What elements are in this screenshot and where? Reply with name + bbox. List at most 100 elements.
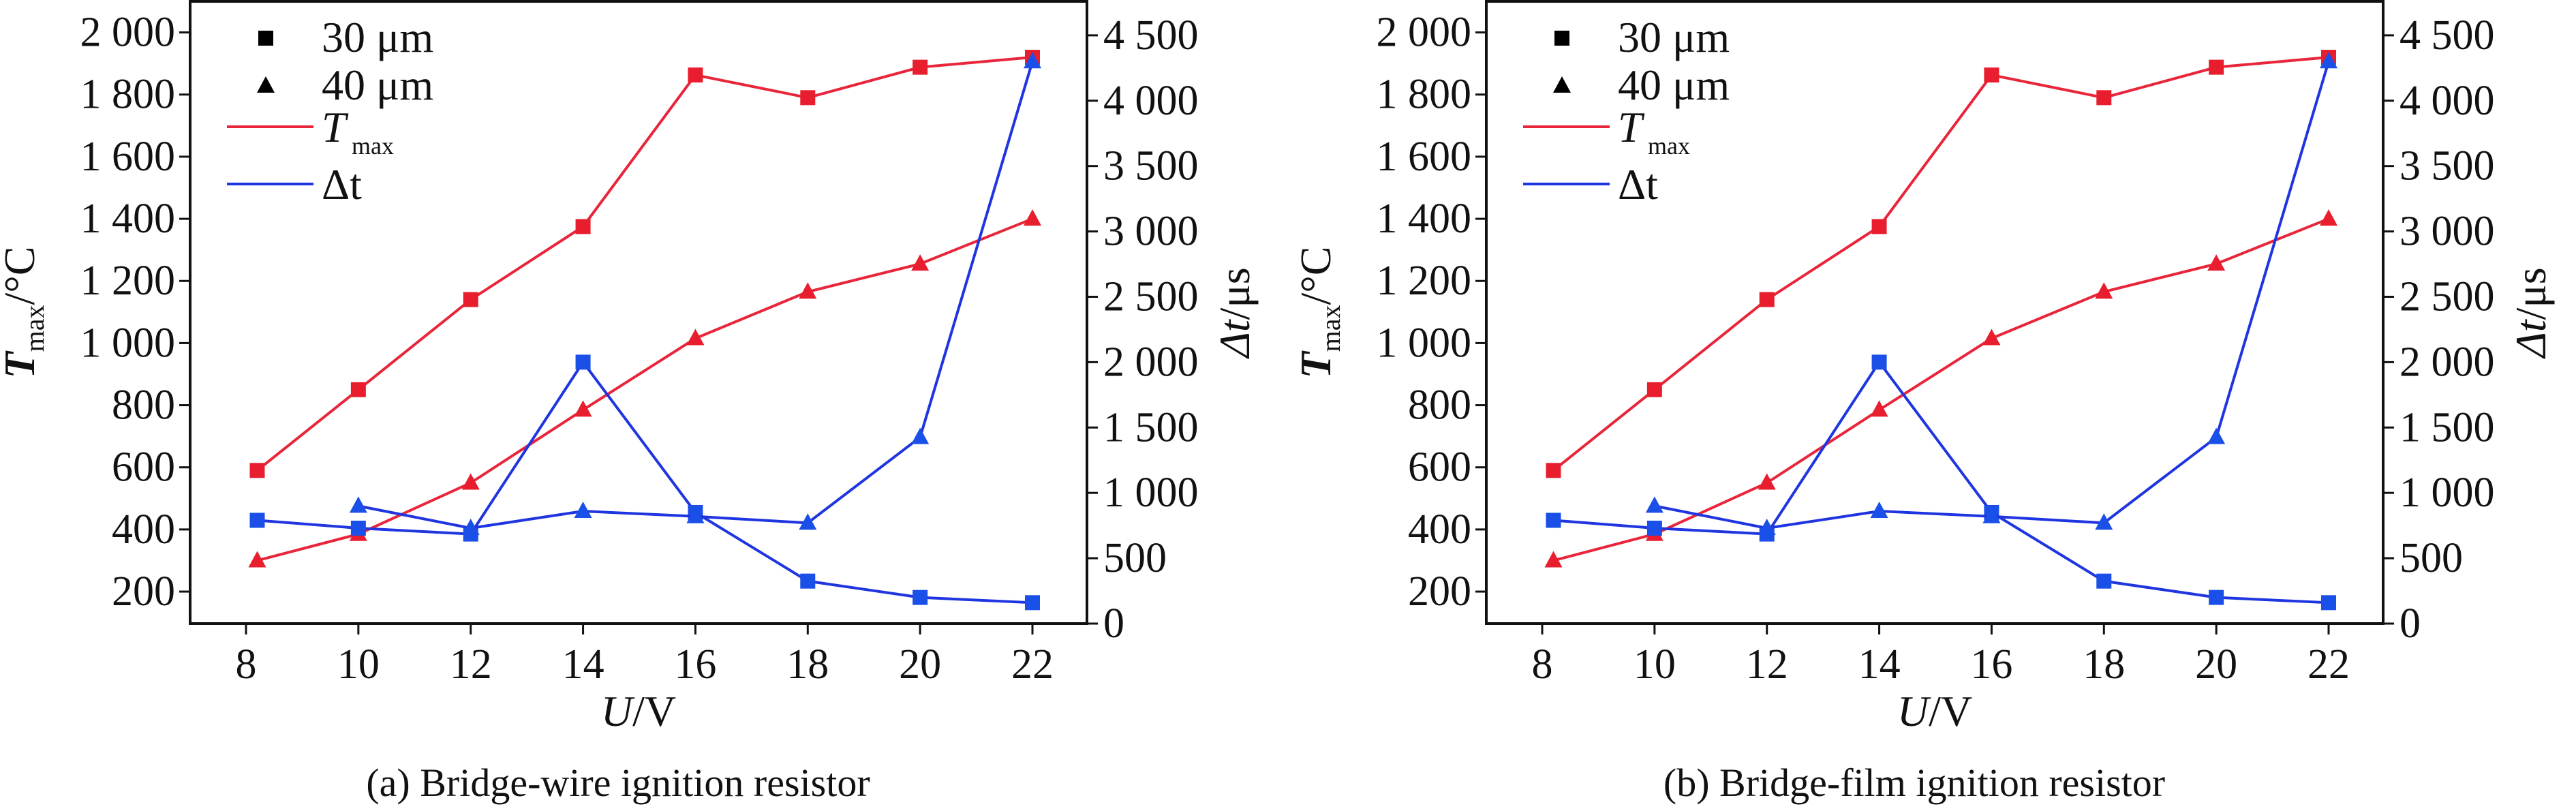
data-point (1871, 354, 1887, 370)
x-axis-label: U/V (1897, 687, 1972, 735)
data-point (913, 590, 928, 605)
data-point (1645, 496, 1663, 513)
y-right-tick-label: 3 000 (1103, 209, 1199, 255)
y-right-tick-label: 0 (1103, 600, 1124, 647)
data-point (2095, 282, 2113, 299)
data-point (461, 473, 480, 490)
y-left-label-main: T (1291, 350, 1340, 379)
data-point (575, 219, 591, 234)
y-right-tick-label: 1 000 (1103, 470, 1199, 516)
data-point (1646, 382, 1662, 397)
series-3 (349, 52, 1041, 535)
y-right-tick-label: 4 500 (2399, 12, 2495, 59)
data-point (1546, 512, 1561, 528)
x-tick-label: 20 (899, 641, 941, 688)
y-left-tick-label: 1 600 (80, 134, 176, 180)
series-line (1654, 61, 2330, 530)
series-line (257, 359, 1033, 605)
x-tick-label: 8 (1532, 641, 1553, 688)
x-tick-label: 18 (2083, 641, 2125, 688)
x-axis-label-unit: /V (632, 687, 676, 735)
x-tick-label: 8 (236, 641, 257, 688)
data-point (686, 506, 705, 523)
y-left-tick-label: 400 (1408, 506, 1471, 553)
data-point (2096, 573, 2112, 589)
data-point (799, 513, 817, 530)
data-point (2321, 595, 2336, 611)
y-left-tick-label: 1 400 (1377, 196, 1472, 242)
legend-label: Δt (322, 160, 362, 209)
data-point (1758, 518, 1776, 535)
data-point (249, 512, 265, 528)
y-left-tick-label: 200 (112, 568, 175, 615)
data-point (1984, 67, 1999, 83)
data-point (1758, 473, 1776, 490)
legend-label-sub: max (352, 132, 394, 159)
y-right-tick-label: 1 000 (2399, 470, 2495, 516)
legend-label: T (322, 103, 349, 151)
data-point (349, 496, 367, 513)
series-line (1552, 217, 2329, 562)
data-point (688, 67, 703, 83)
x-axis-label-unit: /V (1929, 687, 1972, 735)
data-point (249, 463, 265, 478)
x-tick-label: 16 (674, 641, 716, 688)
x-tick-label: 22 (2307, 641, 2350, 688)
data-point (350, 520, 366, 536)
series-line (256, 217, 1033, 562)
y-left-tick-label: 1 200 (80, 258, 176, 304)
plot-frame (1485, 0, 2385, 625)
x-tick-label: 10 (1634, 641, 1676, 688)
series-2 (249, 354, 1040, 611)
data-point (350, 382, 366, 397)
y-left-tick-label: 1 800 (80, 72, 176, 118)
y-left-axis-label: Tmax/°C (1291, 246, 1346, 378)
data-point (911, 427, 930, 444)
y-right-tick-label: 3 500 (1103, 143, 1199, 189)
y-left-tick-label: 1 400 (80, 196, 176, 242)
data-point (913, 59, 928, 75)
series-line (358, 61, 1034, 530)
y-right-tick-label: 0 (2399, 600, 2421, 647)
data-point (2096, 90, 2112, 106)
x-tick-label: 18 (786, 641, 829, 688)
y-left-tick-label: 600 (112, 444, 175, 491)
data-point (574, 502, 592, 519)
data-point (1544, 551, 1563, 568)
y-left-label-unit: /°C (0, 246, 44, 305)
y-right-tick-label: 2 500 (1103, 273, 1199, 320)
y-left-tick-label: 200 (1408, 568, 1471, 615)
y-right-tick-label: 1 500 (2399, 404, 2495, 450)
y-left-tick-label: 2 000 (80, 10, 176, 56)
y-left-tick-label: 800 (1408, 382, 1471, 429)
y-left-tick-label: 1 200 (1377, 258, 1472, 304)
y-right-tick-label: 2 000 (2399, 339, 2495, 385)
y-right-label-unit: /μs (2506, 267, 2555, 320)
data-point (2320, 52, 2337, 69)
legend-label: 40 μm (1618, 61, 1730, 109)
data-point (248, 551, 266, 568)
data-point (2095, 513, 2113, 530)
y-right-tick-label: 2 000 (1103, 339, 1199, 385)
data-point (2320, 209, 2337, 226)
series-0 (1546, 50, 2336, 478)
y-left-label-unit: /°C (1291, 246, 1340, 305)
panel-caption: (b) Bridge-film ignition resistor (1663, 761, 2165, 805)
legend-triangle-icon (1553, 76, 1571, 93)
data-point (911, 254, 930, 271)
data-point (1982, 328, 2001, 346)
x-tick-label: 22 (1011, 641, 1054, 688)
legend-label: T (1618, 103, 1645, 151)
y-right-tick-label: 3 000 (2399, 209, 2495, 255)
data-point (1870, 400, 1888, 417)
y-left-tick-label: 1 600 (1377, 134, 1472, 180)
data-point (461, 518, 480, 535)
legend-square-icon (258, 31, 273, 46)
y-left-label-sub: max (19, 305, 50, 352)
y-right-label-main: Δt (2506, 318, 2555, 360)
series-1 (1544, 209, 2337, 568)
data-point (1025, 595, 1040, 611)
